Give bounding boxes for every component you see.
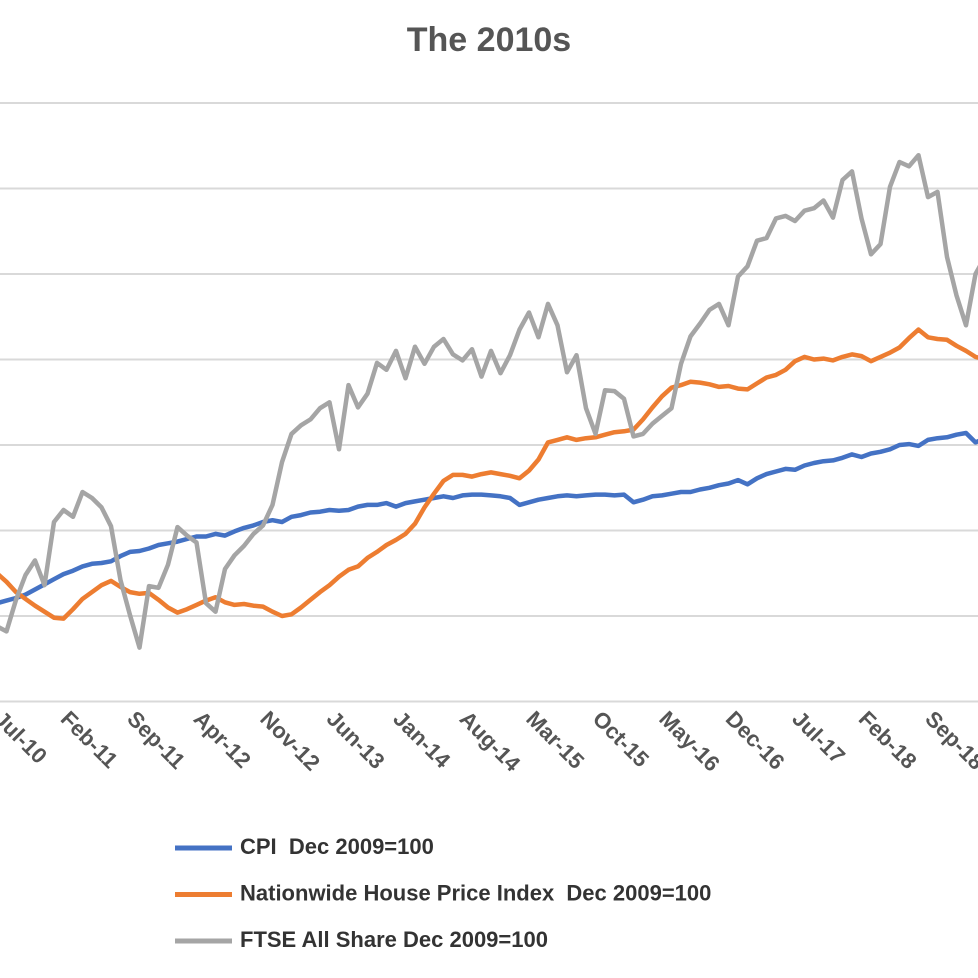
legend-label: FTSE All Share Dec 2009=100: [240, 927, 548, 952]
data-line: [0, 430, 978, 605]
x-tick-label: Jan-14: [388, 706, 456, 774]
x-tick-label: Nov-12: [255, 706, 325, 776]
chart-title: The 2010s: [407, 21, 571, 59]
x-tick-label: Feb-11: [56, 706, 123, 773]
x-tick-label: May-16: [654, 706, 724, 776]
x-tick-label: Jul-10: [0, 706, 52, 769]
legend-label: CPI Dec 2009=100: [240, 834, 434, 859]
x-tick-label: Aug-14: [455, 706, 526, 777]
x-tick-label: Sep-11: [122, 706, 190, 774]
x-tick-label: Mar-15: [521, 706, 589, 774]
x-tick-label: Jun-13: [322, 706, 390, 774]
x-tick-label: Sep-18: [920, 706, 978, 775]
x-tick-label: Apr-12: [189, 706, 256, 773]
data-line: [0, 327, 978, 621]
x-tick-label: Jul-17: [787, 706, 850, 769]
legend-label: Nationwide House Price Index Dec 2009=10…: [240, 880, 711, 905]
x-tick-label: Feb-18: [854, 706, 922, 774]
x-tick-label: Dec-16: [721, 706, 790, 775]
x-tick-label: Oct-15: [588, 706, 654, 772]
data-line: [0, 152, 978, 650]
